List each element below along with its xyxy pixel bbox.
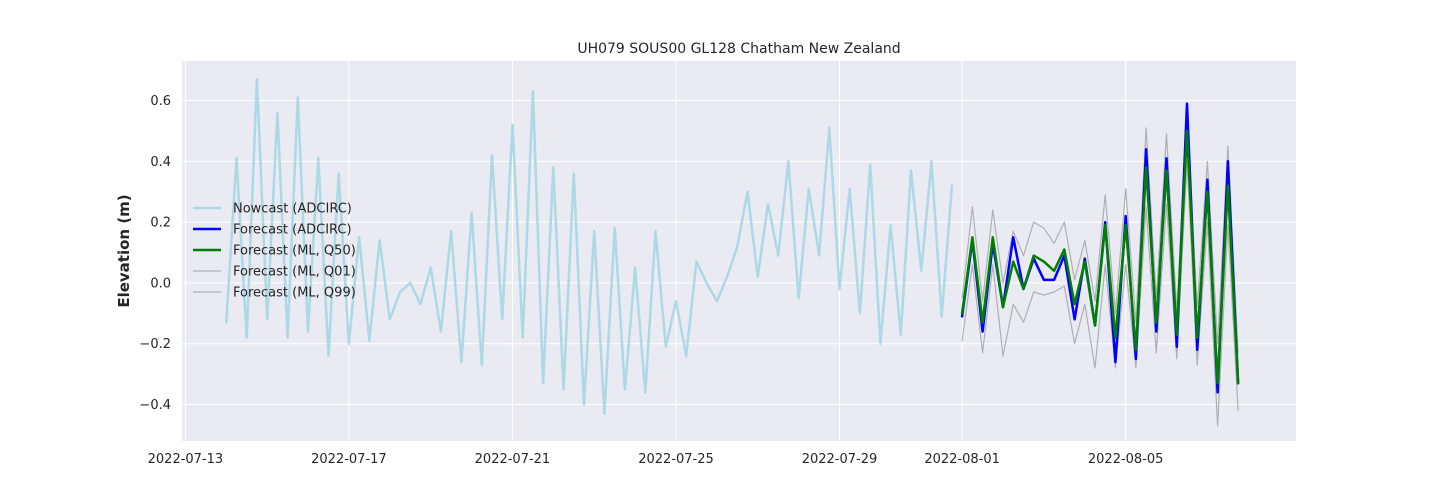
y-tick-label: 0.6 <box>150 94 171 109</box>
series-layer <box>225 77 1240 427</box>
x-tick-label: 2022-07-21 <box>475 452 551 467</box>
legend-label: Forecast (ADCIRC) <box>233 223 352 238</box>
legend-label: Forecast (ML, Q50) <box>233 244 356 259</box>
x-tick-label: 2022-07-29 <box>802 452 878 467</box>
x-tick-label: 2022-08-05 <box>1088 452 1164 467</box>
legend-label: Nowcast (ADCIRC) <box>233 202 352 217</box>
legend-label: Forecast (ML, Q99) <box>233 286 356 301</box>
y-tick-label: 0.0 <box>150 276 171 291</box>
x-tick-label: 2022-07-17 <box>311 452 387 467</box>
y-tick-label: −0.4 <box>139 398 171 413</box>
y-tick-label: −0.2 <box>139 337 171 352</box>
y-tick-label: 0.2 <box>150 216 171 231</box>
legend: Nowcast (ADCIRC) Forecast (ADCIRC) Forecas… <box>193 202 356 301</box>
legend-label: Forecast (ML, Q01) <box>233 265 356 280</box>
x-tick-label: 2022-07-13 <box>148 452 224 467</box>
series-line-forecast-ml-q50 <box>960 129 1240 385</box>
chart-title: UH079 SOUS00 GL128 Chatham New Zealand <box>577 41 900 57</box>
tick-labels: 2022-07-13 2022-07-17 2022-07-21 2022-07-25… <box>139 94 1163 467</box>
x-tick-label: 2022-07-25 <box>638 452 714 467</box>
y-axis-label: Elevation (m) <box>115 194 133 307</box>
y-tick-label: 0.4 <box>150 155 171 170</box>
x-tick-label: 2022-08-01 <box>924 452 1000 467</box>
series-line-forecast-ml-q01 <box>961 160 1239 427</box>
series-line-nowcast-adcirc <box>225 77 954 415</box>
